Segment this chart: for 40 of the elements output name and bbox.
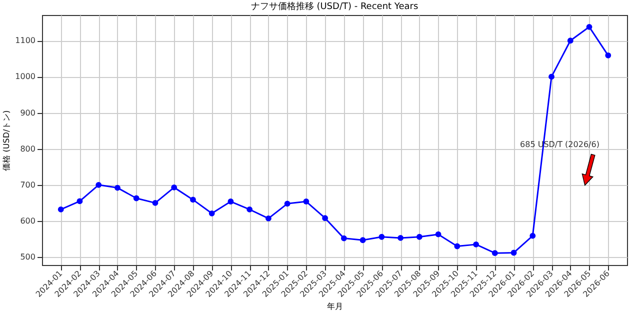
point bbox=[96, 182, 102, 188]
point bbox=[133, 195, 140, 202]
point bbox=[190, 196, 196, 203]
point bbox=[416, 234, 422, 240]
y-tick-label: 500 bbox=[20, 252, 36, 262]
y-tick-label: 1000 bbox=[15, 72, 36, 82]
point bbox=[548, 74, 554, 80]
point bbox=[378, 234, 385, 240]
point bbox=[340, 235, 347, 242]
point bbox=[284, 200, 290, 207]
point bbox=[152, 200, 158, 206]
point bbox=[435, 231, 442, 238]
y-tick-label: 800 bbox=[20, 144, 36, 154]
y-tick-label: 700 bbox=[20, 180, 36, 190]
y-tick-label: 600 bbox=[20, 216, 36, 226]
point bbox=[246, 206, 253, 212]
point bbox=[567, 38, 574, 44]
point bbox=[360, 237, 366, 244]
point bbox=[322, 215, 328, 222]
point bbox=[510, 250, 517, 256]
point bbox=[76, 198, 83, 204]
point bbox=[208, 210, 215, 216]
point bbox=[605, 52, 612, 58]
point bbox=[171, 184, 178, 190]
point bbox=[114, 184, 120, 191]
y-tick-label: 1100 bbox=[15, 36, 36, 46]
x-axis-title: 年月 bbox=[327, 302, 343, 311]
chart-title: ナフサ価格推移 (USD/T) - Recent Years bbox=[250, 1, 418, 12]
point bbox=[492, 250, 498, 256]
y-tick-label: 900 bbox=[20, 108, 36, 118]
point bbox=[473, 241, 479, 248]
point bbox=[586, 24, 592, 30]
point bbox=[228, 198, 234, 204]
point bbox=[454, 243, 460, 250]
point bbox=[303, 198, 310, 204]
point bbox=[398, 234, 404, 241]
point bbox=[265, 216, 272, 222]
y-axis-title: 価格 (USD/トン) bbox=[2, 110, 12, 171]
point bbox=[530, 232, 536, 239]
point bbox=[58, 206, 64, 212]
